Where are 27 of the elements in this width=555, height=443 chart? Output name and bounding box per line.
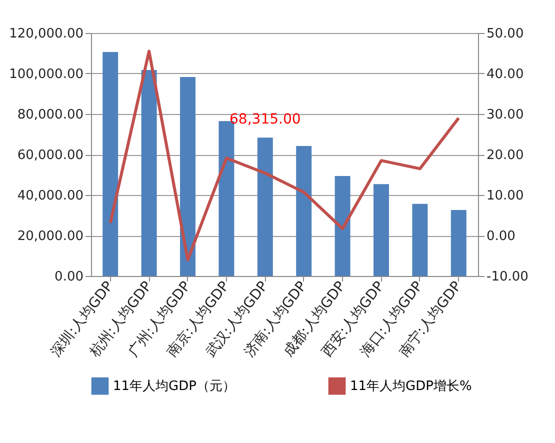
y-tick-label: 60,000.00 — [17, 148, 84, 163]
legend-label: 11年人均GDP增长% — [350, 379, 472, 394]
data-label: 68,315.00 — [230, 112, 301, 128]
y-tick-label: 20,000.00 — [17, 229, 84, 244]
y2-tick-label: 50.00 — [486, 26, 524, 42]
bar — [412, 204, 428, 276]
y2-tick-label: 0.00 — [486, 229, 516, 244]
y-tick-label: 100,000.00 — [9, 67, 84, 82]
bar — [102, 52, 118, 276]
y2-tick-label: 10.00 — [486, 188, 524, 204]
legend-label: 11年人均GDP（元） — [113, 379, 236, 394]
y2-tick-label: 20.00 — [486, 148, 524, 163]
y2-tick-label: 30.00 — [486, 108, 524, 122]
y-tick-label: 120,000.00 — [9, 26, 84, 42]
y-tick-label: 40,000.00 — [17, 188, 84, 204]
bar — [450, 210, 466, 276]
y2-tick-label: 40.00 — [486, 67, 524, 82]
bar — [257, 138, 273, 276]
y-tick-label: 0.00 — [54, 270, 84, 284]
bar — [296, 146, 312, 276]
bar — [180, 76, 196, 276]
bar — [141, 70, 157, 276]
y-tick-label: 80,000.00 — [17, 108, 84, 122]
line-series — [108, 50, 460, 262]
y2-tick-label: -10.00 — [486, 270, 528, 284]
bar — [334, 176, 350, 276]
bar — [374, 184, 389, 276]
